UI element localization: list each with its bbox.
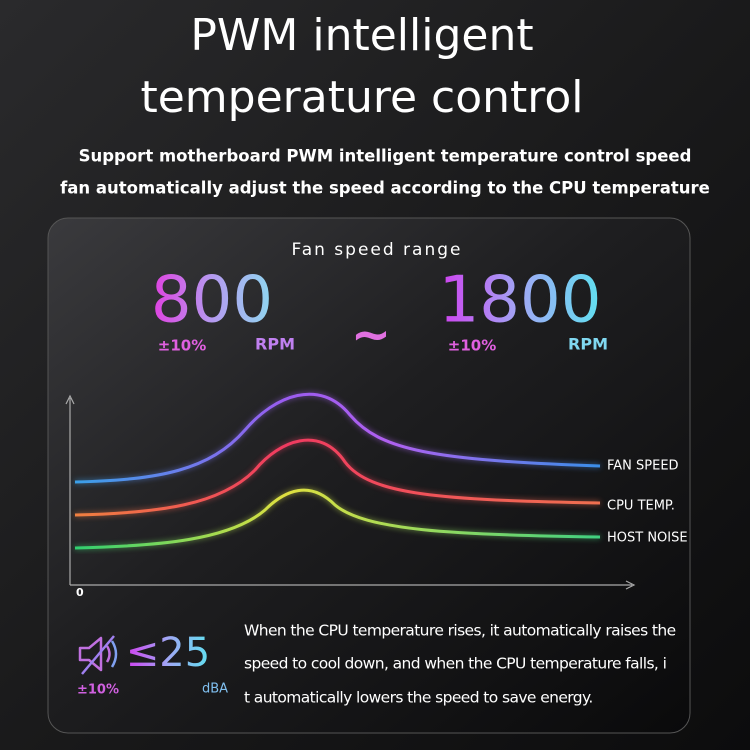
min-tolerance: ±10% [158, 337, 206, 355]
subtitle: Support motherboard PWM intelligent temp… [79, 147, 692, 166]
axes [65, 394, 636, 590]
curves [74, 392, 601, 550]
panel-heading: Fan speed range [291, 240, 462, 260]
cpu-temp-curve [74, 438, 601, 517]
max-speed: 1800 [439, 264, 602, 338]
noise-unit: dBA [202, 682, 228, 697]
mute-icon [78, 635, 118, 675]
curve-label: HOST NOISE [607, 531, 688, 546]
axis-origin: 0 [76, 586, 84, 599]
min-speed: 800 [151, 264, 273, 338]
noise-level: ≤25 [126, 630, 210, 676]
max-unit: RPM [568, 335, 608, 354]
title: temperature control [140, 72, 583, 123]
description: speed to cool down, and when the CPU tem… [244, 655, 666, 673]
description: t automatically lowers the speed to save… [244, 689, 593, 707]
fan-speed-curve [74, 392, 601, 484]
range-separator: ~ [351, 307, 391, 363]
panel [47, 217, 691, 734]
description: When the CPU temperature rises, it autom… [244, 622, 676, 640]
host-noise-curve [74, 488, 601, 550]
curve-label: CPU TEMP. [607, 499, 675, 514]
min-unit: RPM [255, 335, 295, 354]
max-tolerance: ±10% [448, 337, 496, 355]
subtitle: fan automatically adjust the speed accor… [60, 179, 710, 198]
curve-label: FAN SPEED [607, 459, 679, 474]
noise-tolerance: ±10% [77, 683, 119, 698]
title: PWM intelligent [190, 10, 533, 61]
